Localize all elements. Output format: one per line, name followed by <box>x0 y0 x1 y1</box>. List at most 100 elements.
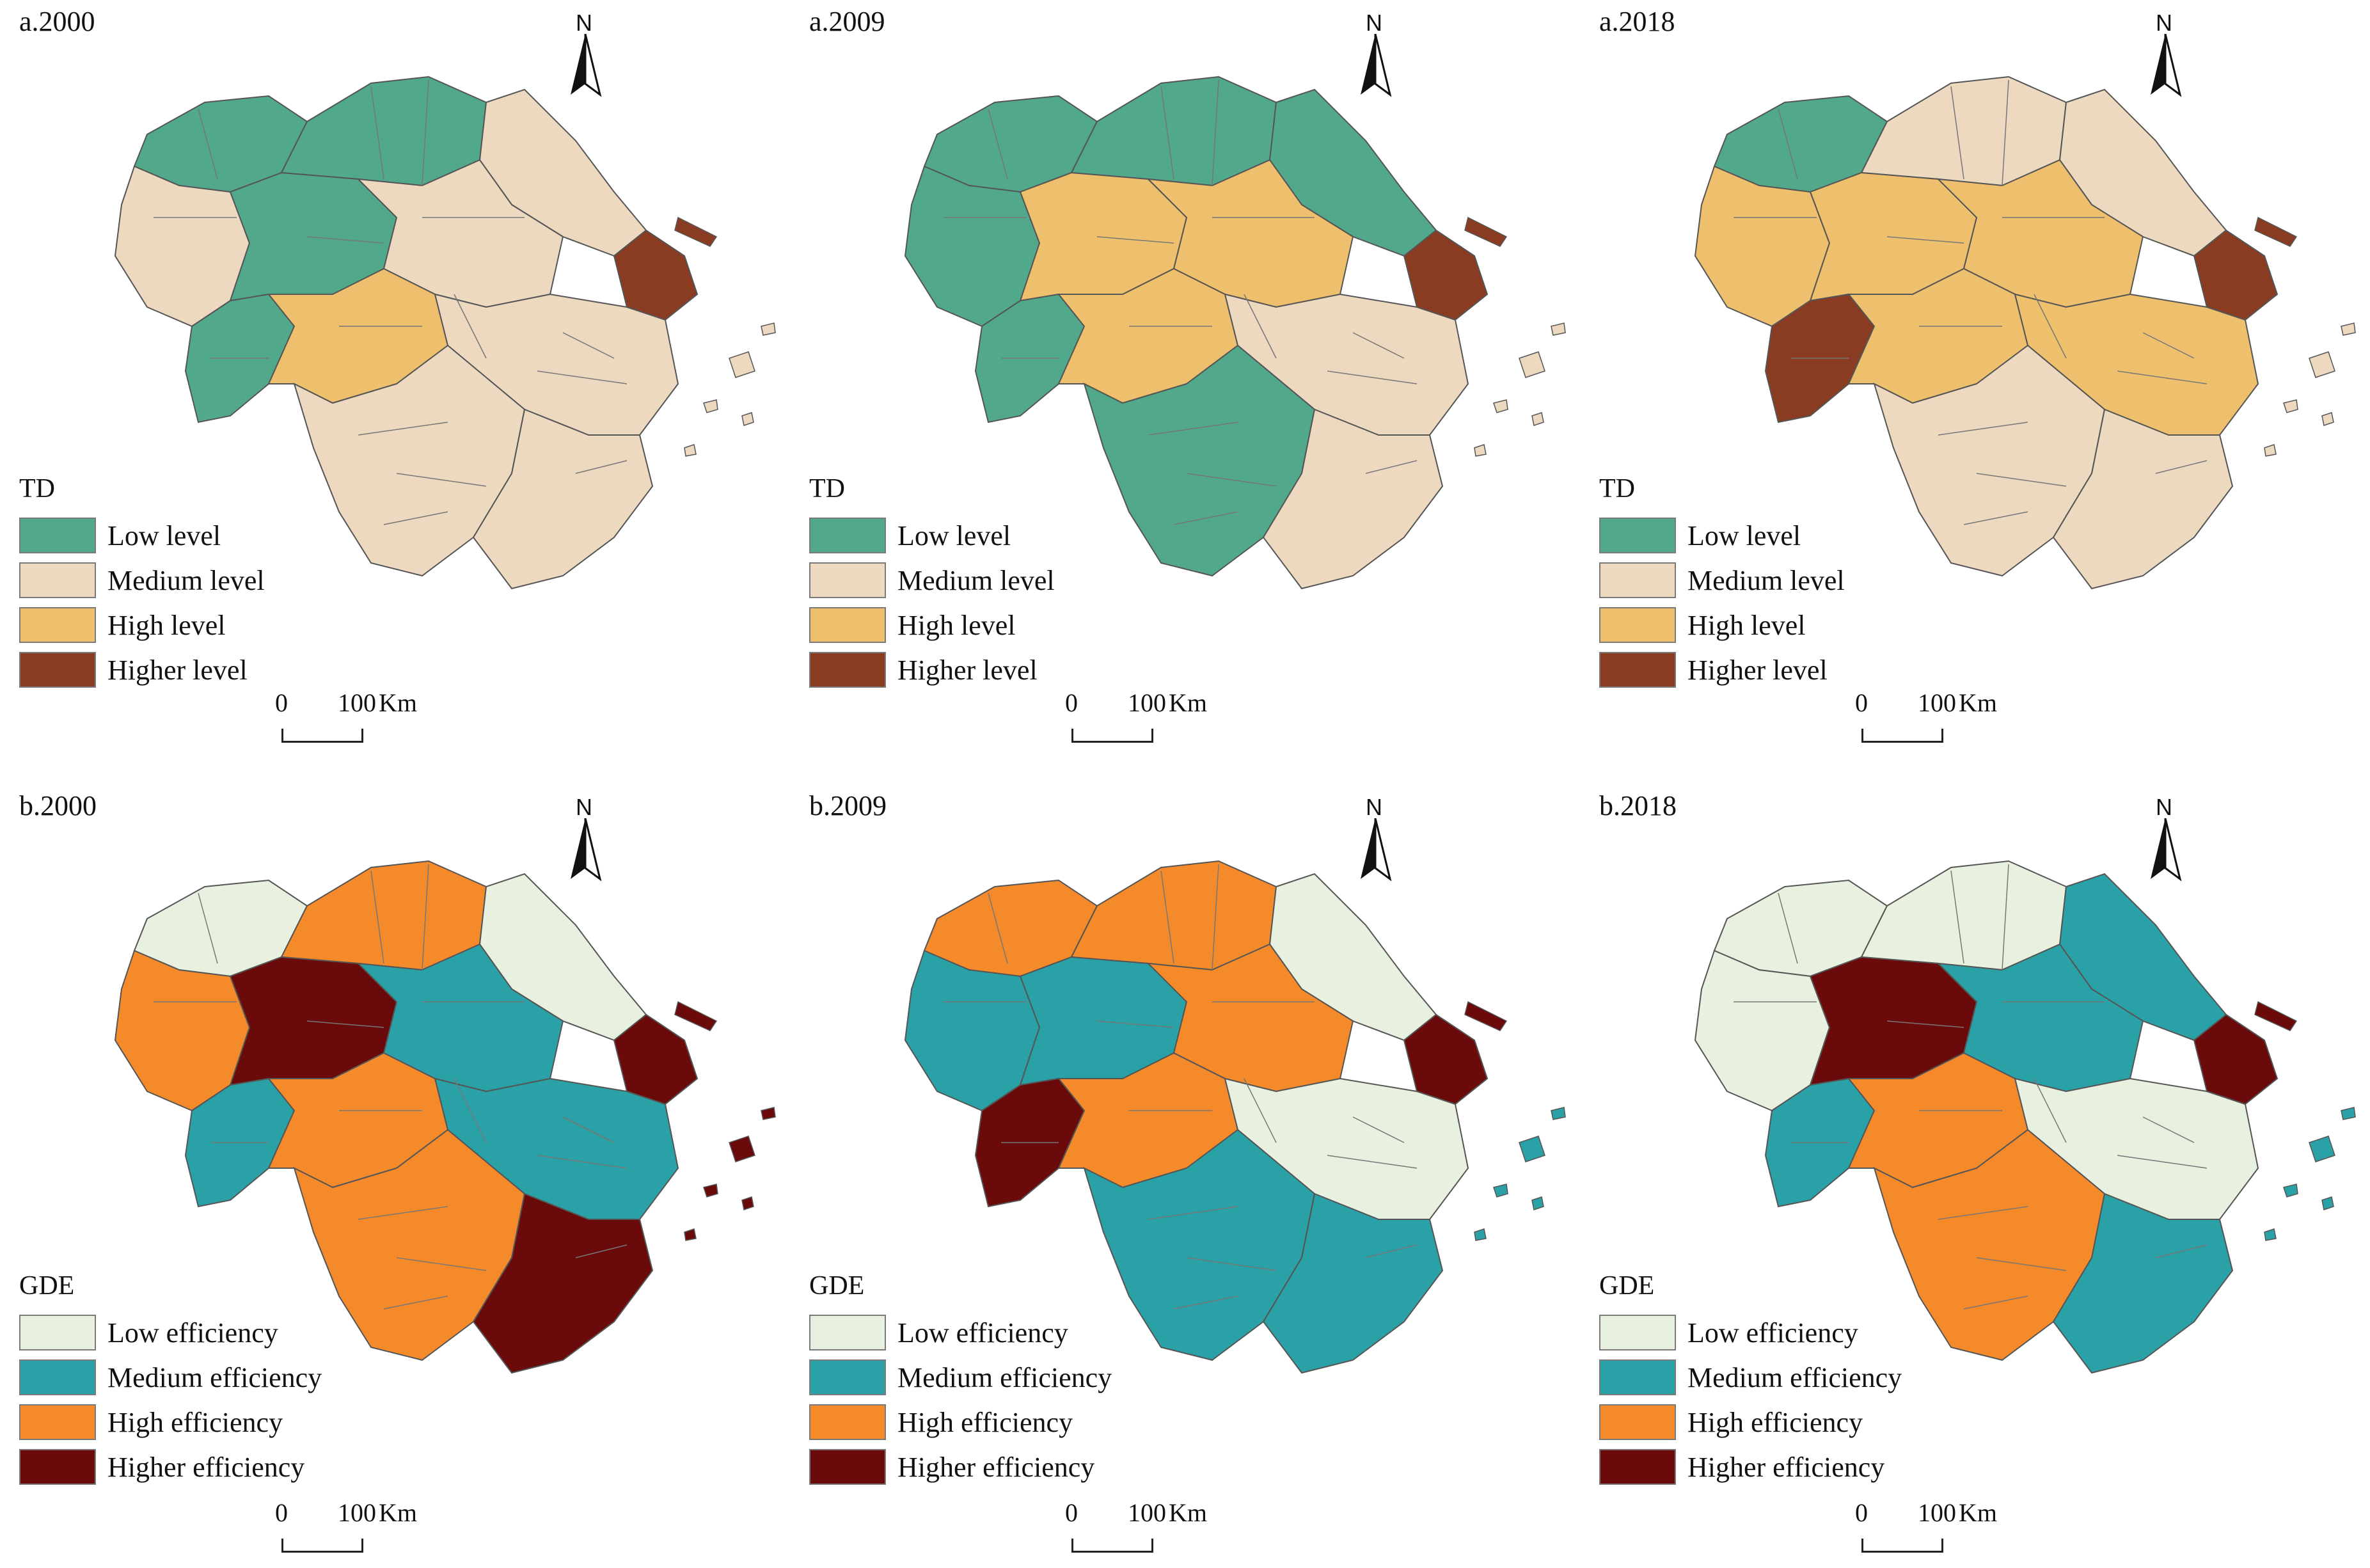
north-label: N <box>576 10 592 36</box>
legend-item: Higher level <box>19 647 265 692</box>
legend-item: High level <box>1599 603 1845 647</box>
county-border <box>306 1020 384 1028</box>
island <box>1493 1184 1508 1198</box>
legend-swatch <box>1599 518 1676 553</box>
county-border <box>1352 332 1405 359</box>
island <box>2341 1107 2356 1120</box>
legend-swatch <box>1599 1404 1676 1440</box>
county-border <box>422 79 429 186</box>
scale-distance-label: 100 <box>1128 1498 1166 1527</box>
county-border <box>562 332 615 359</box>
region-nc <box>280 75 487 187</box>
north-label: N <box>576 794 592 820</box>
region-map <box>1694 75 2356 590</box>
legend-swatch <box>809 1449 886 1485</box>
county-border <box>2155 1244 2208 1258</box>
region-s2 <box>472 1192 654 1374</box>
legend-swatch <box>19 1449 96 1485</box>
map-panel-b.2009: b.2009 N GDE Low efficiency Medium efficienc… <box>790 784 1580 1568</box>
scale-unit-label: Km <box>379 1498 417 1527</box>
county-border <box>396 473 487 487</box>
island <box>703 1184 718 1198</box>
north-arrow-shape <box>1361 34 1392 97</box>
county-border <box>2142 1116 2195 1143</box>
legend-title: GDE <box>809 1271 865 1301</box>
map-panel-b.2018: b.2018 N GDE Low efficiency Medium efficienc… <box>1580 784 2370 1568</box>
county-border <box>988 892 1008 964</box>
legend-item: Low level <box>19 513 265 558</box>
island <box>741 412 754 426</box>
legend-label: Medium level <box>897 564 1055 596</box>
north-label: N <box>1366 10 1382 36</box>
legend-label: Higher efficiency <box>1687 1451 1885 1483</box>
county-border <box>370 86 384 180</box>
legend-label: High level <box>897 609 1016 641</box>
legend-swatch <box>809 1359 886 1395</box>
legend-swatch <box>1599 652 1676 688</box>
map-panel-b.2000: b.2000 N GDE Low efficiency Medium efficienc… <box>0 784 790 1568</box>
region-map <box>1694 860 2356 1374</box>
county-border <box>575 460 628 474</box>
county-border <box>454 294 487 359</box>
county-border <box>562 1116 615 1143</box>
legend-label: Medium level <box>107 564 265 596</box>
county-border <box>358 1206 448 1220</box>
north-arrow-icon: N <box>563 794 608 883</box>
north-label: N <box>1366 794 1382 820</box>
county-border <box>1212 864 1219 970</box>
legend-label: Medium efficiency <box>897 1361 1112 1393</box>
island <box>2264 444 2277 457</box>
scale-bar: 0 100 Km <box>1849 1498 2002 1568</box>
region-s2 <box>472 408 654 590</box>
county-border <box>988 108 1008 180</box>
legend-title: GDE <box>1599 1271 1655 1301</box>
region-nc <box>1070 860 1277 971</box>
legend-label: Low efficiency <box>1687 1317 1858 1349</box>
scale-bar-line <box>1071 729 1153 743</box>
legend-swatch <box>1599 1315 1676 1350</box>
county-border <box>1778 108 1798 180</box>
scale-bar-line <box>281 729 363 743</box>
county-border <box>1212 79 1219 186</box>
island <box>2264 1228 2277 1241</box>
legend-label: Higher level <box>107 654 248 686</box>
scale-zero-label: 0 <box>275 688 288 717</box>
legend-item: High efficiency <box>19 1400 322 1445</box>
county-border <box>1148 1206 1238 1220</box>
county-border <box>537 370 628 384</box>
legend-label: High efficiency <box>107 1406 283 1438</box>
county-border <box>454 1078 487 1143</box>
legend-item: Low efficiency <box>1599 1310 1902 1355</box>
legend-item: High level <box>19 603 265 647</box>
county-border <box>358 422 448 436</box>
legend-label: High level <box>107 609 226 641</box>
island <box>2309 351 2335 378</box>
island <box>1464 1001 1508 1031</box>
legend-label: Higher efficiency <box>897 1451 1095 1483</box>
island <box>2283 1184 2298 1198</box>
county-border <box>1976 473 2067 487</box>
scale-bar-line <box>1861 1539 1943 1553</box>
scale-unit-label: Km <box>379 688 417 717</box>
legend-item: Low efficiency <box>19 1310 322 1355</box>
map-panel-a.2000: a.2000 N TD Low level Medium level High level… <box>0 0 790 784</box>
north-arrow-shape <box>571 818 602 882</box>
island <box>741 1196 754 1210</box>
county-border <box>575 1244 628 1258</box>
county-border <box>537 1155 628 1169</box>
county-border <box>2002 864 2009 970</box>
island <box>1551 322 1566 336</box>
county-border <box>1938 1206 2028 1220</box>
legend-swatch <box>809 1404 886 1440</box>
map-panel-a.2009: a.2009 N TD Low level Medium level High level… <box>790 0 1580 784</box>
legend-label: Higher level <box>897 654 1038 686</box>
north-arrow-shape <box>2151 818 2182 882</box>
county-border <box>2117 1155 2208 1169</box>
panel-title: b.2000 <box>19 790 97 821</box>
scale-distance-label: 100 <box>338 688 376 717</box>
scale-bar-line <box>1861 729 1943 743</box>
legend-item: Medium efficiency <box>809 1355 1112 1400</box>
legend-swatch <box>19 1404 96 1440</box>
scale-unit-label: Km <box>1959 1498 1997 1527</box>
legend-label: High level <box>1687 609 1806 641</box>
